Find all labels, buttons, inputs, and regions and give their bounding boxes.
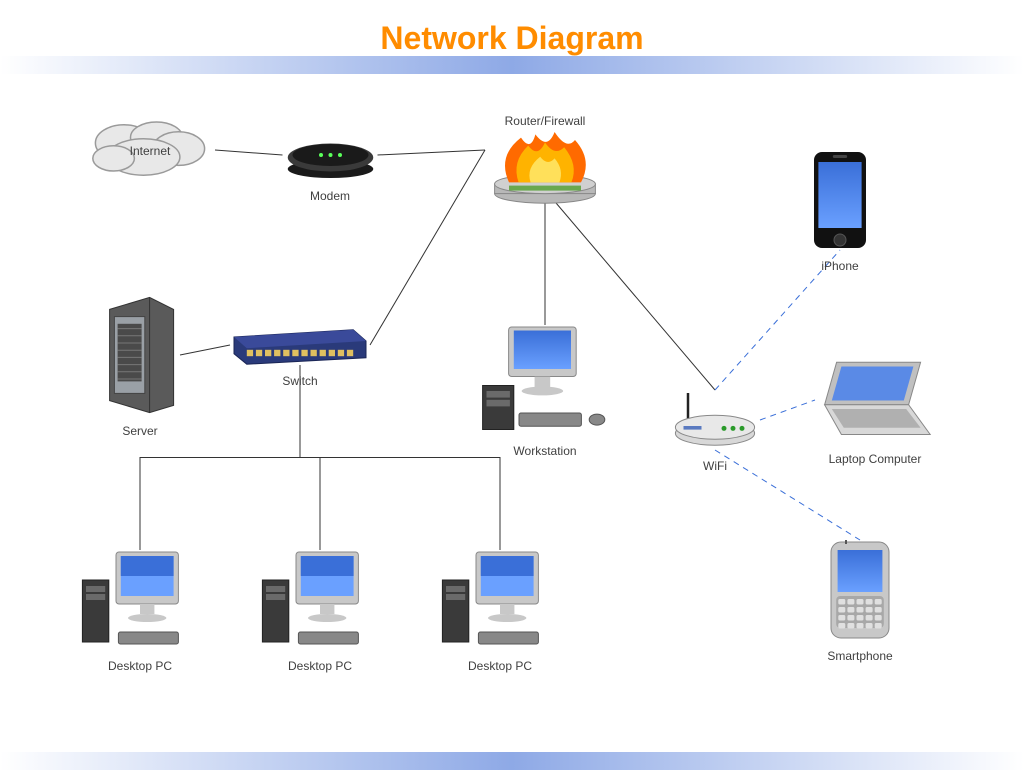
node-label: Internet xyxy=(85,144,215,158)
node-label: Smartphone xyxy=(825,649,895,663)
node-label: Desktop PC xyxy=(440,659,560,673)
wifi-icon xyxy=(670,390,760,455)
node-label: iPhone xyxy=(810,259,870,273)
node-label: Workstation xyxy=(480,444,610,458)
cloud-icon: Internet xyxy=(85,115,215,190)
node-label: Router/Firewall xyxy=(485,114,605,128)
desktop-icon xyxy=(440,550,560,655)
node-iphone: iPhone xyxy=(810,150,870,273)
iphone-icon xyxy=(810,150,870,255)
node-label: Laptop Computer xyxy=(815,452,935,466)
edge-internet-modem xyxy=(215,150,283,155)
smartphone-icon xyxy=(825,540,895,645)
node-label: Switch xyxy=(230,374,370,388)
edge-firewall-switch xyxy=(370,150,485,345)
desktop-icon xyxy=(260,550,380,655)
node-label: Modem xyxy=(283,189,378,203)
edge-modem-firewall xyxy=(378,150,486,155)
node-label: Desktop PC xyxy=(80,659,200,673)
laptop-icon xyxy=(815,358,935,448)
node-pc3: Desktop PC xyxy=(440,550,560,673)
switch-icon xyxy=(230,325,370,370)
node-workstation: Workstation xyxy=(480,325,610,458)
node-label: Desktop PC xyxy=(260,659,380,673)
node-modem: Modem xyxy=(283,130,378,203)
edge-switch-pc2 xyxy=(300,365,320,550)
server-icon xyxy=(100,295,180,420)
node-pc2: Desktop PC xyxy=(260,550,380,673)
edge-switch-server xyxy=(180,345,230,355)
node-pc1: Desktop PC xyxy=(80,550,200,673)
node-switch: Switch xyxy=(230,325,370,388)
node-laptop: Laptop Computer xyxy=(815,358,935,466)
node-smartphone: Smartphone xyxy=(825,540,895,663)
header-gradient-bar xyxy=(0,56,1024,74)
node-firewall: Router/Firewall xyxy=(485,110,605,213)
firewall-icon xyxy=(485,128,605,213)
node-label: Server xyxy=(100,424,180,438)
node-internet: Internet xyxy=(85,115,215,190)
workstation-icon xyxy=(480,325,610,440)
node-server: Server xyxy=(100,295,180,438)
diagram-title: Network Diagram xyxy=(0,20,1024,57)
edge-switch-pc3 xyxy=(300,365,500,550)
footer-gradient-bar xyxy=(0,752,1024,770)
node-wifi: WiFi xyxy=(670,390,760,473)
desktop-icon xyxy=(80,550,200,655)
modem-icon xyxy=(283,130,378,185)
edge-wifi-laptop xyxy=(760,400,815,420)
node-label: WiFi xyxy=(670,459,760,473)
